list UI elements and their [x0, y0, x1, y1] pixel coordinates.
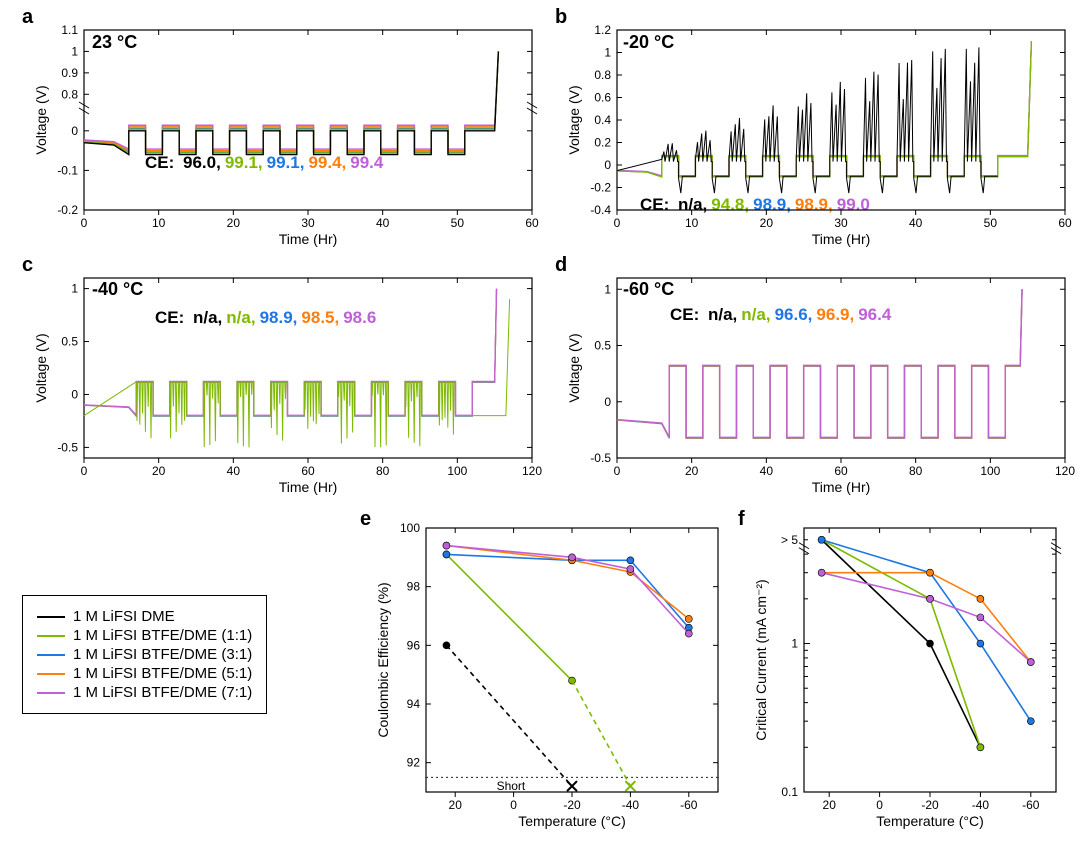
- svg-text:94: 94: [407, 697, 421, 711]
- svg-text:80: 80: [909, 464, 923, 478]
- svg-text:0: 0: [81, 464, 88, 478]
- svg-text:60: 60: [525, 216, 539, 230]
- svg-text:80: 80: [376, 464, 390, 478]
- svg-text:Time (Hr): Time (Hr): [279, 479, 338, 495]
- svg-text:100: 100: [980, 464, 1000, 478]
- svg-text:50: 50: [984, 216, 998, 230]
- svg-text:0: 0: [604, 158, 611, 172]
- svg-text:0: 0: [510, 798, 517, 812]
- svg-text:Time (Hr): Time (Hr): [812, 231, 871, 247]
- svg-text:120: 120: [522, 464, 542, 478]
- legend-item: 1 M LiFSI BTFE/DME (1:1): [37, 627, 252, 644]
- figure: a b c d e f 23 °C -20 °C -40 °C -60 °C C…: [0, 0, 1080, 851]
- svg-text:120: 120: [1055, 464, 1075, 478]
- svg-text:0.8: 0.8: [594, 68, 611, 82]
- svg-text:-0.5: -0.5: [57, 440, 78, 454]
- svg-text:96: 96: [407, 638, 421, 652]
- svg-text:100: 100: [447, 464, 467, 478]
- panel-a-chart: 0 10 20 30 40 50 60 -0.2 -0.1 0 0.8 0.9 1 1.1 Time (Hr…: [32, 22, 542, 252]
- svg-text:50: 50: [451, 216, 465, 230]
- svg-text:1: 1: [604, 282, 611, 296]
- legend-item: 1 M LiFSI BTFE/DME (7:1): [37, 684, 252, 701]
- svg-text:40: 40: [227, 464, 241, 478]
- svg-text:20: 20: [227, 216, 241, 230]
- svg-text:-0.4: -0.4: [590, 203, 611, 217]
- svg-text:60: 60: [1058, 216, 1072, 230]
- svg-text:0.5: 0.5: [594, 339, 611, 353]
- svg-text:0: 0: [614, 464, 621, 478]
- svg-text:Voltage (V): Voltage (V): [566, 85, 582, 154]
- svg-text:-40: -40: [972, 798, 990, 812]
- svg-text:-0.2: -0.2: [57, 203, 78, 217]
- svg-text:1: 1: [71, 44, 78, 58]
- svg-text:Temperature (°C): Temperature (°C): [876, 813, 984, 829]
- svg-text:0: 0: [81, 216, 88, 230]
- svg-text:1: 1: [604, 46, 611, 60]
- svg-text:1: 1: [791, 637, 798, 651]
- svg-text:100: 100: [400, 521, 420, 535]
- svg-text:0: 0: [614, 216, 621, 230]
- svg-text:0: 0: [71, 124, 78, 138]
- legend-item: 1 M LiFSI BTFE/DME (3:1): [37, 646, 252, 663]
- svg-text:Coulombic Efficiency (%): Coulombic Efficiency (%): [375, 582, 391, 737]
- svg-text:Time (Hr): Time (Hr): [279, 231, 338, 247]
- svg-text:0.8: 0.8: [61, 87, 78, 101]
- svg-text:40: 40: [909, 216, 923, 230]
- panel-c-chart: 020406080100120-0.500.51Time (Hr)Voltage…: [32, 270, 542, 500]
- svg-text:Voltage (V): Voltage (V): [33, 333, 49, 402]
- svg-text:40: 40: [760, 464, 774, 478]
- panel-d-chart: 020406080100120-0.500.51Time (Hr)Voltage…: [565, 270, 1075, 500]
- svg-text:0.9: 0.9: [61, 66, 78, 80]
- svg-text:Voltage (V): Voltage (V): [566, 333, 582, 402]
- svg-text:20: 20: [823, 798, 837, 812]
- svg-text:-60: -60: [680, 798, 698, 812]
- svg-text:-0.5: -0.5: [590, 451, 611, 465]
- svg-text:10: 10: [685, 216, 699, 230]
- legend: 1 M LiFSI DME 1 M LiFSI BTFE/DME (1:1) 1 M…: [22, 595, 267, 714]
- svg-text:-40: -40: [622, 798, 640, 812]
- svg-text:10: 10: [152, 216, 166, 230]
- svg-text:0.5: 0.5: [61, 335, 78, 349]
- svg-text:20: 20: [152, 464, 166, 478]
- svg-text:Voltage (V): Voltage (V): [33, 85, 49, 154]
- svg-text:30: 30: [834, 216, 848, 230]
- svg-text:0.1: 0.1: [781, 785, 798, 799]
- svg-text:0: 0: [876, 798, 883, 812]
- svg-text:1.1: 1.1: [61, 23, 78, 37]
- svg-text:-60: -60: [1022, 798, 1040, 812]
- svg-text:Critical Current (mA cm⁻²): Critical Current (mA cm⁻²): [753, 579, 769, 740]
- svg-text:1.2: 1.2: [594, 23, 611, 37]
- svg-text:20: 20: [449, 798, 463, 812]
- svg-text:> 5: > 5: [781, 533, 798, 547]
- svg-text:98: 98: [407, 580, 421, 594]
- svg-text:Temperature (°C): Temperature (°C): [518, 813, 626, 829]
- svg-text:Short: Short: [497, 779, 526, 793]
- svg-text:-0.2: -0.2: [590, 181, 611, 195]
- panel-label-f: f: [738, 508, 745, 531]
- svg-text:0.6: 0.6: [594, 91, 611, 105]
- svg-text:20: 20: [685, 464, 699, 478]
- svg-text:60: 60: [301, 464, 315, 478]
- panel-f-chart: 20 0 -20 -40 -60 Temperature (°C) Critical Cur…: [748, 520, 1068, 840]
- svg-text:-0.1: -0.1: [57, 163, 78, 177]
- svg-text:-20: -20: [563, 798, 581, 812]
- panel-b-chart: 0 10 20 30 40 50 60 -0.4 -0.2 0 0.2 0.4 0.6 0.8 1 1.2 Ti…: [565, 22, 1075, 252]
- svg-text:1: 1: [71, 282, 78, 296]
- svg-text:0: 0: [604, 395, 611, 409]
- svg-text:20: 20: [760, 216, 774, 230]
- svg-text:-20: -20: [921, 798, 939, 812]
- svg-text:60: 60: [834, 464, 848, 478]
- svg-text:92: 92: [407, 756, 421, 770]
- svg-text:Time (Hr): Time (Hr): [812, 479, 871, 495]
- svg-text:0: 0: [71, 387, 78, 401]
- legend-item: 1 M LiFSI BTFE/DME (5:1): [37, 665, 252, 682]
- svg-text:40: 40: [376, 216, 390, 230]
- svg-text:0.4: 0.4: [594, 113, 611, 127]
- legend-item: 1 M LiFSI DME: [37, 608, 252, 625]
- svg-text:30: 30: [301, 216, 315, 230]
- panel-e-chart: 20 0 -20 -40 -60 92 94 96 98 100 Temperature (°C) C…: [370, 520, 730, 840]
- svg-text:0.2: 0.2: [594, 136, 611, 150]
